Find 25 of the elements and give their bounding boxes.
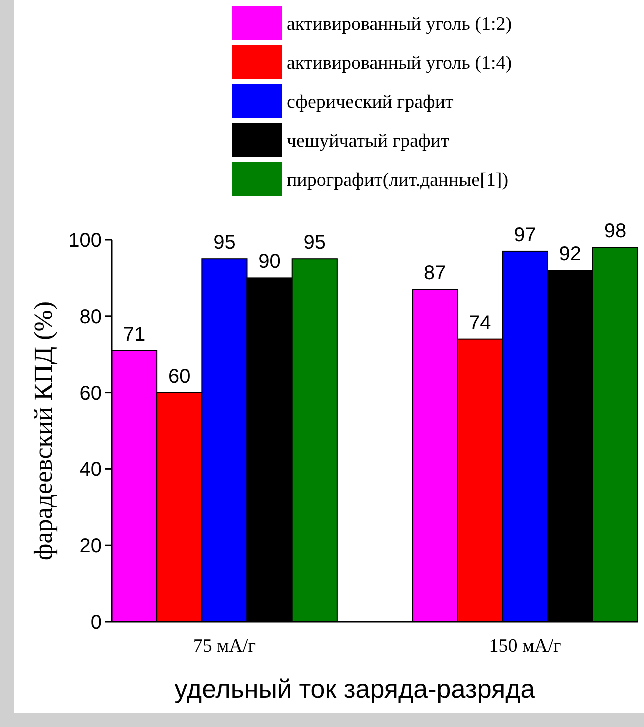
x-tick-label: 75 мА/г (193, 636, 256, 657)
data-label: 92 (559, 244, 582, 266)
data-label: 71 (123, 324, 146, 346)
data-label: 90 (258, 251, 281, 274)
data-label: 74 (469, 312, 492, 334)
data-label: 97 (514, 224, 536, 246)
data-label: 60 (168, 366, 191, 388)
data-label: 95 (214, 232, 236, 254)
y-tick-label: 40 (80, 459, 102, 482)
y-tick-label: 0 (90, 612, 102, 634)
data-label: 87 (424, 262, 446, 285)
x-tick-label: 150 мА/г (489, 636, 562, 657)
legend-label: чешуйчатый графит (287, 131, 450, 152)
x-axis-title: удельный ток заряда-разряда (174, 674, 536, 704)
legend-label: активированный уголь (1:2) (287, 14, 512, 35)
legend-label: сферический графит (287, 92, 454, 113)
y-axis-title: фарадеевский КПД (%) (29, 301, 58, 561)
legend-label: активированный уголь (1:4) (287, 53, 512, 74)
y-tick-label: 100 (68, 230, 102, 252)
data-label: 98 (604, 220, 627, 243)
y-tick-label: 20 (80, 536, 102, 558)
data-label: 95 (304, 232, 326, 254)
y-tick-label: 80 (80, 306, 102, 328)
y-tick-label: 60 (80, 382, 102, 405)
legend-label: пирографит(лит.данные[1]) (287, 170, 509, 191)
